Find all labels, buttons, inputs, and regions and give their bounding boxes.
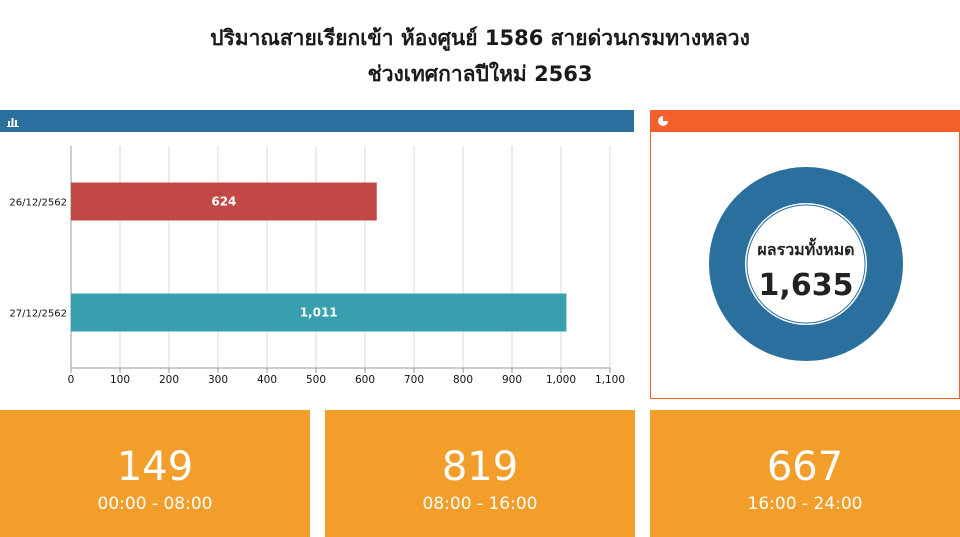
tile-range: 08:00 - 16:00 [422,494,538,514]
bar-chart-icon [7,118,19,127]
x-tick-label: 0 [68,374,75,386]
x-tick-label: 1,100 [595,374,625,386]
bar-value-label: 624 [211,195,236,209]
pie-chart-icon [658,116,668,126]
category-label: 26/12/2562 [9,198,67,209]
page-title: ปริมาณสายเรียกเข้า ห้องศูนย์ 1586 สายด่ว… [210,26,750,50]
category-label: 27/12/2562 [9,309,67,320]
donut-inner-circle [746,204,866,324]
x-tick-label: 1,000 [546,374,576,386]
x-tick-label: 100 [110,374,130,386]
x-tick-label: 900 [502,374,522,386]
x-tick-label: 800 [453,374,473,386]
tile-shift-1: 149 00:00 - 08:00 [0,410,310,537]
donut-center-value: 1,635 [759,268,854,303]
tile-range: 00:00 - 08:00 [97,494,213,514]
x-tick-label: 200 [159,374,179,386]
donut-chart-header [650,110,960,132]
donut-center-label: ผลรวมทั้งหมด [757,237,854,259]
tile-shift-2: 819 08:00 - 16:00 [325,410,635,537]
page-subtitle: ช่วงเทศกาลปีใหม่ 2563 [367,62,593,86]
bar-chart-svg: 0 100 200 300 400 500 600 700 800 900 1,000 1,100 62… [9,146,625,386]
tile-value: 819 [441,444,519,490]
x-tick-label: 300 [208,374,228,386]
x-tick-label: 600 [355,374,375,386]
donut-chart-svg: ผลรวมทั้งหมด 1,635 [709,167,903,361]
donut-chart-panel: ผลรวมทั้งหมด 1,635 [650,132,960,399]
bar-chart: 0 100 200 300 400 500 600 700 800 900 1,000 1,100 62… [0,132,634,394]
tile-range: 16:00 - 24:00 [747,494,863,514]
donut-slice [709,167,903,361]
bar [71,182,377,221]
tile-shift-3: 667 16:00 - 24:00 [650,410,960,537]
bar [71,293,567,332]
tile-value: 149 [116,444,194,490]
bar-chart-header [0,110,634,132]
x-tick-label: 400 [257,374,277,386]
x-tick-label: 500 [306,374,326,386]
x-tick-label: 700 [404,374,424,386]
tile-value: 667 [766,444,844,490]
bar-value-label: 1,011 [300,306,338,320]
